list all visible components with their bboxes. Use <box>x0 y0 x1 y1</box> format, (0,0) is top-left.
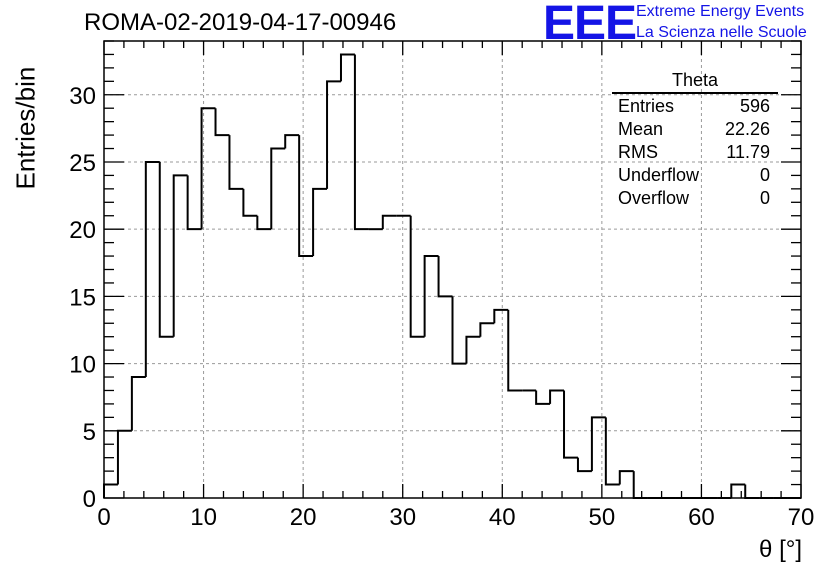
y-tick-label: 10 <box>69 352 96 379</box>
histogram-bin <box>563 390 578 459</box>
y-axis-label-box: Entries/bin <box>8 67 41 190</box>
x-tick-label: 0 <box>97 504 110 531</box>
stats-label: Mean <box>618 119 664 139</box>
stats-value: 11.79 <box>726 142 770 162</box>
histogram-bin <box>130 376 146 431</box>
x-axis-label: θ [°] <box>759 536 802 563</box>
logo-subtitle-2: La Scienza nelle Scuole <box>636 24 807 41</box>
stats-box: Theta Entries 596 Mean 22.26 RMS 11.79 U… <box>610 70 778 210</box>
x-tick-label: 20 <box>290 504 317 531</box>
y-tick-label: 30 <box>69 83 96 110</box>
histogram-bin <box>493 308 509 324</box>
histogram-bin <box>535 390 551 405</box>
stats-row-overflow: Overflow 0 <box>610 187 778 210</box>
histogram-bin <box>730 483 746 498</box>
histogram-bin <box>172 174 188 337</box>
histogram-bin <box>479 322 495 337</box>
histogram-bin <box>326 80 341 189</box>
histogram-bin <box>200 107 216 230</box>
y-tick-label: 20 <box>69 217 96 244</box>
y-tick-label: 0 <box>83 486 96 513</box>
x-tick-label: 40 <box>489 504 516 531</box>
stats-value: 0 <box>759 188 770 208</box>
x-tick-label: 70 <box>788 504 815 531</box>
stats-row-rms: RMS 11.79 <box>610 141 778 164</box>
logo-subtitle-1: Extreme Energy Events <box>636 3 805 20</box>
eee-logo: EEE <box>543 0 637 50</box>
histogram-bin <box>158 161 174 338</box>
histogram-bin <box>409 215 425 338</box>
histogram-bin <box>256 215 272 231</box>
x-tick-label: 30 <box>389 504 416 531</box>
histogram-bin <box>284 134 300 149</box>
histogram-bin <box>298 135 314 258</box>
histogram-bin <box>339 53 355 82</box>
stats-row-mean: Mean 22.26 <box>610 118 778 141</box>
histogram-bin <box>270 147 286 230</box>
histogram-bin <box>353 54 369 231</box>
histogram-bin <box>744 484 760 499</box>
stats-value: 596 <box>739 96 770 116</box>
histogram-bin <box>103 483 118 498</box>
stats-label: RMS <box>618 142 658 162</box>
histogram-bin <box>590 416 606 472</box>
x-tick-label: 60 <box>688 504 715 531</box>
histogram-bin <box>437 256 453 298</box>
histogram-bin <box>186 175 202 231</box>
histogram-bars <box>103 53 801 499</box>
histogram-bin <box>423 255 439 337</box>
histogram-bin <box>116 429 132 485</box>
stats-value: 22.26 <box>724 119 770 139</box>
histogram-bin <box>632 471 648 499</box>
histogram-bin <box>228 135 244 190</box>
x-tick-label: 10 <box>190 504 217 531</box>
histogram-bin <box>144 160 160 378</box>
stats-label: Underflow <box>618 165 700 185</box>
stats-title: Theta <box>612 70 778 94</box>
stats-row-entries: Entries 596 <box>610 95 778 118</box>
y-tick-label: 15 <box>69 284 96 311</box>
histogram-bin <box>381 214 397 230</box>
y-axis-label: Entries/bin <box>10 66 41 190</box>
y-tick-label: 25 <box>69 150 96 177</box>
histogram-bin <box>312 187 328 257</box>
histogram-bin <box>242 188 258 217</box>
histogram-bin <box>214 108 230 137</box>
histogram-bin <box>618 470 634 485</box>
stats-label: Entries <box>618 96 675 116</box>
tick-labels: 0 10 20 30 40 50 60 70 0 5 10 15 20 25 30 <box>69 83 814 531</box>
histogram-bin <box>465 335 481 364</box>
histogram-bin <box>604 417 620 486</box>
stats-value: 0 <box>759 165 770 185</box>
histogram-bin <box>576 457 592 473</box>
stats-label: Overflow <box>618 188 690 208</box>
chart-title: ROMA-02-2019-04-17-00946 <box>84 9 397 36</box>
histogram-bin <box>451 296 467 365</box>
x-tick-label: 50 <box>589 504 616 531</box>
histogram-bin <box>507 309 523 392</box>
axis-ticks <box>103 40 802 499</box>
histogram-bin <box>549 389 565 404</box>
stats-row-underflow: Underflow 0 <box>610 164 778 187</box>
y-tick-label: 5 <box>83 419 96 446</box>
